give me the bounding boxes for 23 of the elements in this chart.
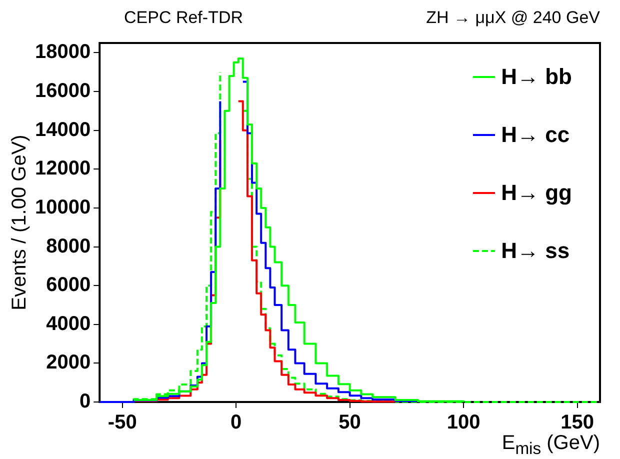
y-tick-label: 0: [79, 390, 91, 413]
chart-title: CEPC Ref-TDR: [124, 8, 244, 28]
legend-label: H→ ss: [501, 238, 570, 264]
y-tick-label: 14000: [34, 118, 91, 141]
legend-label: H→ bb: [501, 64, 572, 90]
y-tick-label: 10000: [34, 196, 91, 218]
y-tick-label: 8000: [46, 235, 91, 258]
x-tick-label: 50: [338, 412, 361, 434]
x-tick-label: -50: [108, 412, 137, 434]
y-tick-label: 18000: [34, 41, 91, 64]
y-tick-label: 6000: [46, 274, 91, 296]
chart-subtitle: ZH → μμX @ 240 GeV: [426, 8, 600, 28]
x-axis-title: E$_{mis}$ (GeV): [500, 432, 601, 459]
y-tick-label: 2000: [46, 352, 91, 374]
y-tick-label: 12000: [34, 158, 91, 180]
legend-label: H→ gg: [501, 180, 572, 206]
x-tick-label: 150: [560, 412, 594, 434]
y-tick-label: 16000: [34, 80, 91, 102]
y-tick-label: 4000: [46, 312, 91, 335]
x-tick-label: 100: [446, 412, 480, 434]
legend-label: H→ cc: [501, 122, 570, 148]
y-axis-title: Events / (1.00 GeV): [8, 134, 31, 310]
x-tick-label: 0: [230, 412, 242, 434]
